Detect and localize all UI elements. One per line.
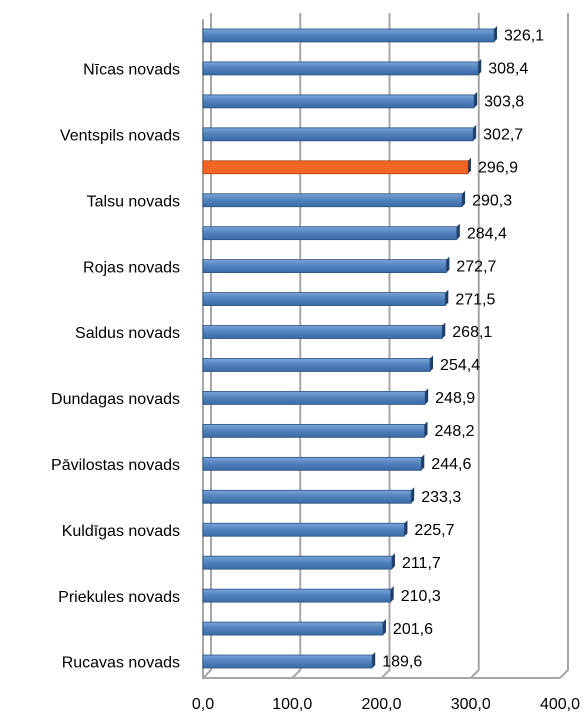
bar [202,226,458,241]
y-tick-label: Saldus novads [75,325,180,342]
bar-side [474,91,478,108]
grid-line [202,13,212,679]
bar-side [445,289,449,306]
bar-side [442,322,446,339]
bar [202,621,384,636]
grid-line [380,13,391,679]
y-tick-label: Talsu novads [87,193,180,210]
value-label: 303,8 [484,94,524,111]
bar-side [478,58,482,75]
bar-side [411,487,415,504]
bar-side [494,25,498,42]
value-label: 271,5 [455,291,495,308]
bar-side [372,652,376,669]
x-tick-label: 100,0 [272,696,312,713]
bar-side [424,421,428,438]
x-tick-label: 200,0 [361,696,401,713]
value-label: 248,2 [435,423,475,440]
bar [202,160,469,175]
bar [202,193,463,208]
bar [202,555,393,570]
value-label: 244,6 [431,456,471,473]
value-label: 290,3 [472,192,512,209]
value-label: 272,7 [456,258,496,275]
x-tick-label: 400,0 [540,696,580,713]
bar-side [467,157,471,174]
bar-side [390,586,394,603]
bar [202,588,392,603]
y-tick-label: Pāvilostas novads [51,457,180,474]
bar-side [462,190,466,207]
y-tick-label: Kuldīgas novads [62,523,180,540]
y-tick-label: Ventspils novads [60,128,180,145]
bar [202,292,446,306]
bar [202,391,426,405]
bar [202,522,405,537]
value-label: 210,3 [401,588,441,605]
value-label: 248,9 [435,390,475,407]
y-tick-label: Nīcas novads [83,62,180,79]
y-tick-label: Priekules novads [58,589,180,606]
value-label: 268,1 [452,324,492,341]
value-label: 284,4 [467,225,507,242]
bar-side [404,520,408,537]
bar [202,654,373,669]
y-tick-label: Dundagas novads [51,391,180,408]
value-label: 326,1 [504,28,544,45]
x-tick-label: 300,0 [451,696,491,713]
value-label: 201,6 [393,621,433,638]
value-label: 296,9 [478,159,518,176]
bar [202,489,412,504]
bar [202,456,422,471]
y-tick-label: Rucavas novads [62,655,180,672]
bar-side [473,124,477,141]
value-label: 233,3 [421,489,461,506]
bar-side [391,553,395,570]
value-label: 308,4 [488,61,528,78]
bar [202,28,495,43]
value-label: 189,6 [382,654,422,671]
bar [202,325,443,339]
grid-line [291,13,302,679]
value-label: 254,4 [440,357,480,374]
bar-side [382,619,386,636]
bar [202,358,431,372]
bar [202,423,425,438]
bar [202,127,474,142]
grid-line [470,13,480,679]
bar [202,259,447,274]
grid-line [559,13,569,679]
bar-side [430,355,434,372]
value-label: 225,7 [414,522,454,539]
bar [202,94,475,109]
x-tick-label: 0,0 [192,696,214,713]
bar-side [425,388,429,405]
bar-side [456,223,460,240]
axis-line [202,19,560,679]
y-tick-label: Rojas novads [83,259,180,276]
bar-side [446,256,450,273]
bar [202,61,479,76]
bar-side [421,454,425,471]
value-label: 302,7 [483,127,523,144]
value-label: 211,7 [402,555,441,572]
